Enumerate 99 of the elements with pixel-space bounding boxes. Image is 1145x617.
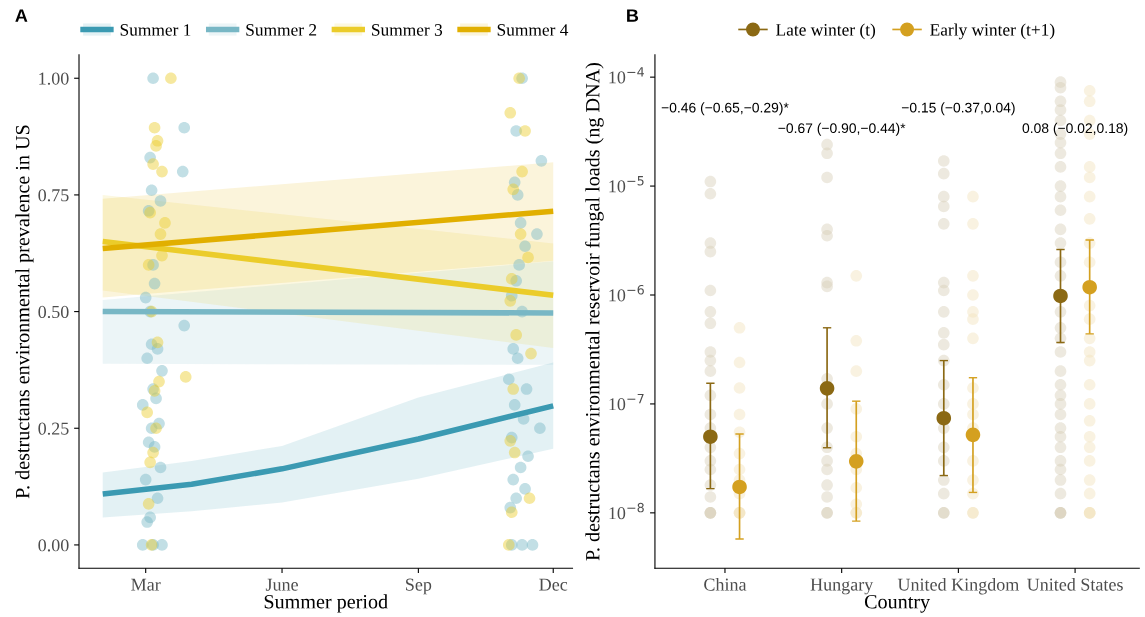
point <box>516 539 528 551</box>
x-tick-label: United States <box>1027 577 1123 591</box>
y-axis-title: P. destructans environmental reservoir fungal loads (ng DNA) <box>585 63 604 561</box>
point <box>148 121 161 134</box>
point <box>519 125 531 137</box>
point <box>179 371 192 383</box>
legend-label: Summer 3 <box>372 24 443 36</box>
y-tick-label: 10$^{−5}$ <box>609 176 644 193</box>
point <box>150 422 162 435</box>
point <box>519 483 531 495</box>
point <box>526 539 539 551</box>
chart-title: A <box>15 9 28 22</box>
legend-label: Early winter (t+1) <box>930 23 1055 40</box>
point <box>154 461 167 474</box>
x-tick-label: Sep <box>406 578 432 595</box>
legend-label: Summer 1 <box>120 24 191 36</box>
y-tick-label: 0.00 <box>38 539 69 552</box>
point <box>507 473 520 486</box>
point <box>142 436 155 449</box>
x-tick-label: Hungary <box>810 578 874 595</box>
point <box>514 461 527 474</box>
y-tick-label: 10$^{−6}$ <box>609 284 644 302</box>
point <box>151 336 164 349</box>
y-tick-label: 0.25 <box>38 422 69 435</box>
point <box>144 456 156 469</box>
point <box>154 228 167 240</box>
point <box>516 165 528 178</box>
point <box>147 72 159 85</box>
y-tick-label: 0.75 <box>38 189 69 202</box>
point <box>510 329 522 341</box>
point <box>178 319 191 332</box>
annotation: 0.08 (−0.02,0.18) <box>1022 122 1128 136</box>
point <box>514 217 527 229</box>
legend-label: Summer 4 <box>497 24 569 36</box>
point <box>156 165 168 178</box>
point <box>507 383 520 395</box>
point <box>153 375 165 388</box>
point <box>147 158 159 170</box>
point <box>508 399 521 411</box>
point <box>139 473 152 486</box>
point <box>144 511 156 524</box>
x-tick-label: Mar <box>131 578 161 591</box>
x-tick-label: Dec <box>539 578 568 591</box>
point <box>502 373 515 386</box>
point <box>176 165 189 178</box>
point <box>141 352 153 365</box>
point <box>522 450 534 463</box>
x-tick-label: United Kingdom <box>897 577 1020 595</box>
point <box>535 155 548 167</box>
point <box>504 435 517 447</box>
point <box>507 183 520 196</box>
y-tick-label: 0.50 <box>38 305 69 319</box>
point <box>507 343 520 355</box>
point <box>165 72 177 85</box>
x-axis-title: Country <box>864 594 931 613</box>
annotation: −0.67 (−0.90,−0.44)* <box>778 122 906 136</box>
point <box>156 539 168 551</box>
x-tick-label: June <box>265 578 298 591</box>
point <box>513 259 525 271</box>
point <box>504 295 517 307</box>
point <box>522 251 534 264</box>
point <box>511 352 524 365</box>
chart-title: B <box>627 9 639 22</box>
point <box>151 134 164 147</box>
point <box>534 422 546 435</box>
point <box>178 121 191 134</box>
point <box>505 506 518 519</box>
point <box>151 492 164 505</box>
y-tick-label: 10$^{−4}$ <box>609 67 644 84</box>
point <box>510 492 522 505</box>
point <box>504 106 517 119</box>
y-tick-label: 1.00 <box>39 72 69 85</box>
point <box>159 217 171 229</box>
y-axis-title: P. destructans environmental prevalence in US <box>15 125 34 499</box>
point <box>148 277 161 290</box>
point <box>505 273 518 285</box>
legend-label: Late winter (t) <box>776 23 876 40</box>
point <box>519 240 531 253</box>
y-tick-label: 10$^{−8}$ <box>609 502 644 520</box>
point <box>531 228 543 240</box>
point <box>139 291 152 304</box>
annotation: −0.15 (−0.37,0.04) <box>901 102 1015 116</box>
point <box>145 184 158 197</box>
point <box>141 406 153 419</box>
point <box>147 446 159 459</box>
point <box>525 347 537 360</box>
point <box>508 446 521 459</box>
legend-label: Summer 2 <box>246 24 317 36</box>
point <box>156 365 168 377</box>
x-axis-title: Summer period <box>264 594 388 613</box>
x-tick-label: China <box>704 577 747 591</box>
point <box>154 195 167 207</box>
point <box>142 498 155 510</box>
annotation: −0.46 (−0.65,−0.29)* <box>661 102 789 116</box>
point <box>523 492 536 505</box>
point <box>142 259 155 271</box>
y-tick-label: 10$^{−7}$ <box>609 393 644 411</box>
point <box>514 228 527 240</box>
point <box>520 383 533 395</box>
